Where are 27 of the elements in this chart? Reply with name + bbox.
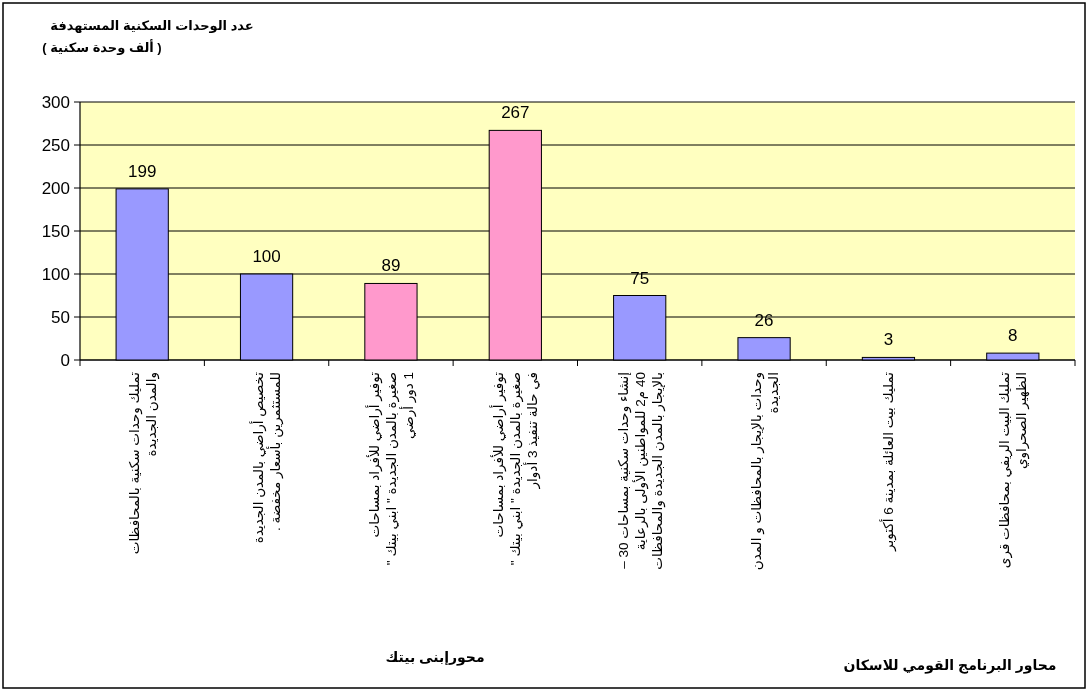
x-tick-label: تمليك وحدات سكنية بالمحافظات والمدن الجديدة [126,371,160,555]
x-tick-label: تمليك البيت الريفي بمحافظات قرى الظهير الصحراوي [997,371,1031,569]
data-label: 3 [883,330,894,350]
y-tick-label: 50 [51,308,70,327]
data-label: 199 [128,161,157,181]
x-tick-label: تمليك بيت العائلة بمدينة 6 أكتوبر [879,371,898,552]
y-tick-label: 200 [41,179,70,198]
y-tick-label: 250 [41,136,70,155]
x-tick-label: توفير أراضي للأفراد بمساحات صغيرة بالمدن الجديدة " ابني بيتك " في حالة تنفيذ 3 أدوار [489,371,542,566]
data-label: 100 [252,247,281,266]
data-label: 8 [1008,326,1018,346]
data-label: 267 [501,103,530,123]
x-tick-label: توفير أراضي للأفراد بمساحات صغيرة بالمدن الجديدة " ابني بيتك " 1 دور أرضي [364,371,417,566]
text: محورإبنى بيتك [385,649,485,666]
chart-title: عدد الوحدات السكنية المستهدفة [50,18,254,33]
y-tick-label: 150 [41,222,70,241]
x-tick-label: وحدات بالإيجار بالمحافظات و المدن الجديدة [748,372,781,571]
chart-subtitle: ( ألف وحدة سكنية ) [42,39,162,55]
y-tick-label: 0 [60,351,70,370]
data-label: 89 [381,256,401,276]
text: محاور البرنامج القومي للاسكان [843,657,1057,674]
data-label: 26 [754,310,774,330]
data-label: 75 [630,268,650,288]
y-tick-label: 300 [41,93,70,112]
y-tick-label: 100 [41,265,70,284]
x-tick-label: تخصيص أراضي بالمدن الجديدة للمستثمرين بأسعار مخفضة . [249,371,285,544]
x-tick-label: إنشاء وحدات سكنية بمساحات 30 – 40 م2 للمواطنين الأولى بالرعاية بالإيجار بالمدن الجديدة والمحافظات [615,372,666,570]
